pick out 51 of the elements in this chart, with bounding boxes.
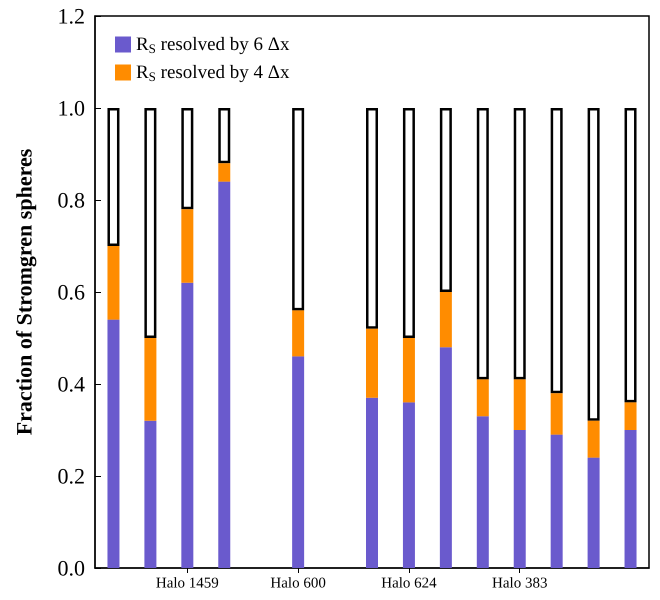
bar (514, 108, 526, 380)
bar (218, 182, 230, 568)
bar (402, 338, 415, 402)
bar (440, 108, 452, 292)
bar (624, 402, 637, 430)
bar (514, 430, 526, 568)
bar (550, 434, 563, 568)
bar (107, 108, 120, 246)
y-tick-label: 0.4 (58, 372, 85, 396)
bar (144, 108, 156, 338)
bar (181, 209, 194, 283)
y-tick-label: 0.0 (58, 556, 85, 580)
bar (402, 108, 415, 338)
bar (624, 430, 637, 568)
bar (476, 379, 489, 416)
bar (550, 393, 563, 435)
y-tick-label: 0.8 (58, 188, 85, 212)
x-tick-label: Halo 600 (270, 576, 326, 592)
bar (440, 347, 452, 568)
bar (218, 108, 230, 164)
bar (144, 338, 156, 421)
bar (366, 108, 378, 329)
y-axis-title: Fraction of Stromgren spheres (12, 148, 36, 436)
bar (440, 292, 452, 348)
bar (181, 108, 194, 210)
y-tick-label: 1.0 (58, 96, 85, 120)
bar (402, 402, 415, 568)
bar (476, 416, 489, 568)
y-tick-label: 0.2 (58, 464, 85, 488)
bar (366, 328, 378, 398)
bar (366, 398, 378, 568)
bar (476, 108, 489, 380)
bar (107, 246, 120, 320)
bar (107, 320, 120, 568)
bar (624, 108, 637, 402)
y-tick-label: 0.6 (58, 280, 85, 304)
bar (292, 356, 304, 568)
y-tick-label: 1.2 (58, 4, 85, 28)
bar (144, 420, 156, 568)
bar (514, 379, 526, 430)
bar (588, 458, 600, 568)
bar (550, 108, 563, 394)
bar (292, 310, 304, 356)
x-tick-label: Halo 624 (381, 576, 438, 592)
x-tick-label: Halo 383 (492, 576, 548, 592)
bar (588, 420, 600, 458)
bar (588, 108, 600, 421)
bar (292, 108, 304, 310)
bar (181, 282, 194, 568)
x-tick-label: Halo 1459 (156, 576, 219, 592)
bar (218, 163, 230, 182)
